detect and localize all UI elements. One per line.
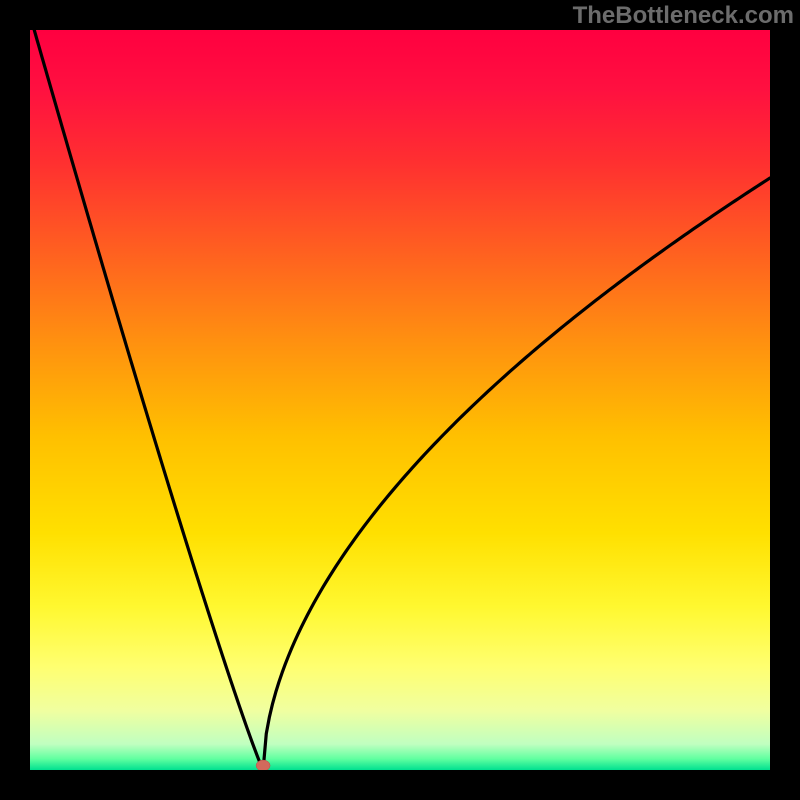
watermark-text: TheBottleneck.com (573, 2, 794, 30)
plot-area (30, 30, 770, 770)
chart-frame: TheBottleneck.com (0, 0, 800, 800)
bottleneck-curve (30, 30, 770, 770)
min-marker (256, 760, 270, 770)
bottleneck-curve-path (30, 30, 770, 770)
